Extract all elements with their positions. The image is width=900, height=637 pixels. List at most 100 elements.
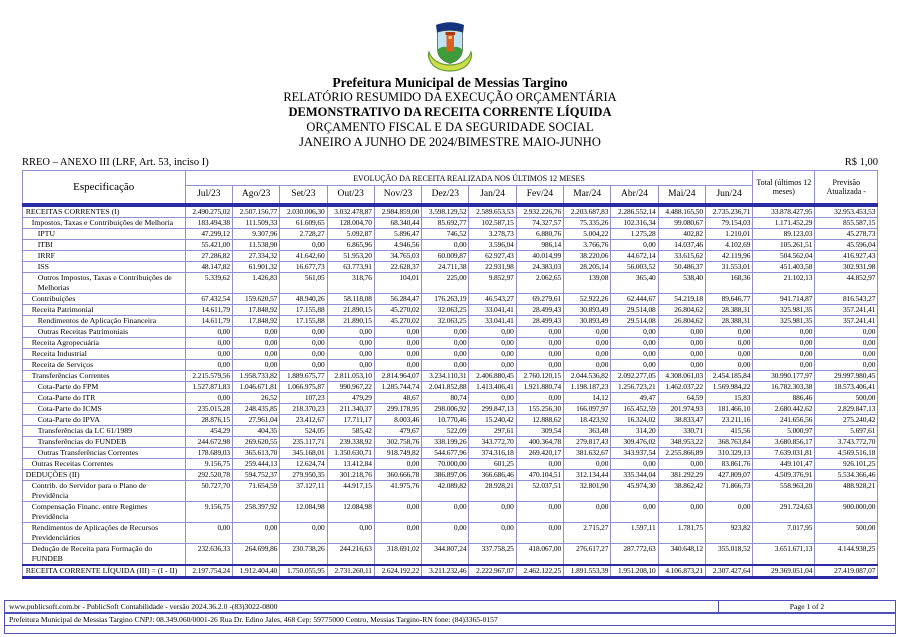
cell-value: 37.127,11 bbox=[279, 479, 328, 502]
cell-value: 0,00 bbox=[279, 358, 328, 371]
cell-value: 23.412,67 bbox=[279, 413, 328, 426]
cell-value: 5.004,22 bbox=[563, 227, 612, 240]
cell-value: 0,00 bbox=[184, 347, 233, 360]
cell-value: 4.308.061,03 bbox=[657, 369, 706, 382]
cell-value: 3.234.110,31 bbox=[421, 369, 470, 382]
row-label: Outras Transferências Correntes bbox=[21, 446, 186, 459]
cell-value: 451.403,58 bbox=[752, 260, 816, 273]
cell-value: 301.218,76 bbox=[326, 468, 375, 481]
cell-value: 232.636,33 bbox=[184, 542, 233, 565]
cell-value: 28.388,31 bbox=[704, 314, 754, 327]
cell-value: 357.241,41 bbox=[814, 314, 879, 327]
cell-value: 1.413.406,41 bbox=[468, 380, 517, 393]
cell-value: 318,76 bbox=[326, 271, 375, 294]
cell-value: 85.692,77 bbox=[421, 216, 470, 229]
cell-value: 479,29 bbox=[326, 391, 375, 404]
cell-value: 318.691,02 bbox=[373, 542, 423, 565]
cell-value: 52.922,26 bbox=[563, 292, 612, 305]
cell-value: 488.928,21 bbox=[814, 479, 879, 502]
cell-value: 12.084,98 bbox=[326, 500, 375, 523]
cell-value: 259.444,13 bbox=[231, 457, 281, 470]
cell-value: 0,00 bbox=[373, 521, 423, 544]
cell-value: 5.697,61 bbox=[814, 424, 879, 437]
cell-value: 47.299,12 bbox=[184, 227, 233, 240]
cell-value: 355.018,52 bbox=[704, 542, 754, 565]
cell-value: 338.199,26 bbox=[421, 435, 470, 448]
cell-value: 23.211,16 bbox=[704, 413, 754, 426]
cell-value: 374.316,18 bbox=[468, 446, 517, 459]
row-label: IRRF bbox=[21, 249, 186, 262]
cell-value: 2.197.754,24 bbox=[184, 563, 233, 579]
cell-value: 1.891.553,39 bbox=[563, 563, 612, 579]
cell-value: 29.997.980,45 bbox=[814, 369, 879, 382]
cell-value: 0,00 bbox=[421, 347, 470, 360]
row-label: Receita Industrial bbox=[21, 347, 186, 360]
cell-value: 3.766,76 bbox=[563, 238, 612, 251]
cell-value: 449.101,47 bbox=[752, 457, 816, 470]
cell-value: 365,40 bbox=[610, 271, 659, 294]
report-title-3: ORÇAMENTO FISCAL E DA SEGURIDADE SOCIAL bbox=[306, 120, 594, 134]
cell-value: 0,00 bbox=[610, 336, 659, 349]
table-row: ISS 48.147,82 61.901,32 16.677,73 63.773,91 2… bbox=[21, 260, 879, 273]
table-row: Cota-Parte do ITR 0,00 26,52 107,23 479,29 48… bbox=[21, 391, 879, 404]
cell-value: 3.743.772,70 bbox=[814, 435, 879, 448]
annex-line: RREO – ANEXO III (LRF, Art. 53, inciso I… bbox=[22, 157, 878, 168]
cell-value: 27.286,82 bbox=[184, 249, 233, 262]
cell-value: 2.222.967,07 bbox=[468, 563, 517, 579]
cell-value: 2.715,27 bbox=[563, 521, 612, 544]
cell-value: 855.587,15 bbox=[814, 216, 879, 229]
cell-value: 2.589.653,53 bbox=[468, 202, 517, 218]
column-header-evolution: EVOLUÇÃO DA RECEITA REALIZADA NOS ÚLTIMO… bbox=[184, 170, 754, 186]
cell-value: 0,00 bbox=[231, 336, 281, 349]
cell-value: 13.412,84 bbox=[326, 457, 375, 470]
report-period: JANEIRO A JUNHO DE 2024/BIMESTRE MAIO-JU… bbox=[299, 135, 601, 149]
cell-value: 312.134,44 bbox=[563, 468, 612, 481]
cell-value: 0,00 bbox=[563, 358, 612, 371]
cell-value: 524,05 bbox=[279, 424, 328, 437]
cell-value: 0,00 bbox=[563, 347, 612, 360]
cell-value: 45.270,02 bbox=[373, 314, 423, 327]
cell-value: 38.833,47 bbox=[657, 413, 706, 426]
cell-value: 2.454.185,84 bbox=[704, 369, 754, 382]
cell-value: 923,82 bbox=[704, 521, 754, 544]
cell-value: 1.046.671,81 bbox=[231, 380, 281, 393]
cell-value: 601,25 bbox=[468, 457, 517, 470]
column-header-especificacao: Especificação bbox=[21, 170, 186, 205]
cell-value: 0,00 bbox=[752, 325, 816, 338]
cell-value: 0,00 bbox=[326, 358, 375, 371]
cell-value: 69.279,61 bbox=[515, 292, 565, 305]
cell-value: 79.154,03 bbox=[704, 216, 754, 229]
cell-value: 5.896,47 bbox=[373, 227, 423, 240]
cell-value: 50.727,70 bbox=[184, 479, 233, 502]
cell-value: 0,00 bbox=[468, 325, 517, 338]
cell-value: 2.092.277,05 bbox=[610, 369, 659, 382]
cell-value: 2.215.579,56 bbox=[184, 369, 233, 382]
table-row: Transferências do FUNDEB 244.672,98 269.62… bbox=[21, 435, 879, 448]
cell-value: 64,59 bbox=[657, 391, 706, 404]
cell-value: 0,00 bbox=[814, 325, 879, 338]
cell-value: 42.089,82 bbox=[421, 479, 470, 502]
cell-value: 0,00 bbox=[752, 336, 816, 349]
cell-value: 30.990.177,97 bbox=[752, 369, 816, 382]
cell-value: 5.339,62 bbox=[184, 271, 233, 294]
cell-value: 16.782.303,38 bbox=[752, 380, 816, 393]
cell-value: 2.286.552,14 bbox=[610, 202, 659, 218]
cell-value: 0,00 bbox=[563, 336, 612, 349]
cell-value: 26.804,62 bbox=[657, 314, 706, 327]
cell-value: 54.219,18 bbox=[657, 292, 706, 305]
row-label: Contribuições bbox=[21, 292, 186, 305]
cell-value: 18.423,92 bbox=[563, 413, 612, 426]
cell-value: 21.890,15 bbox=[326, 303, 375, 316]
cell-value: 0,00 bbox=[231, 358, 281, 371]
cell-value: 32.953.453,53 bbox=[814, 202, 879, 218]
cell-value: 3.211.232,46 bbox=[421, 563, 470, 579]
row-label: Cota-Parte do FPM bbox=[21, 380, 186, 393]
cell-value: 2.932.226,76 bbox=[515, 202, 565, 218]
cell-value: 0,00 bbox=[657, 347, 706, 360]
row-label: Receita Patrimonial bbox=[21, 303, 186, 316]
cell-value: 24.711,38 bbox=[421, 260, 470, 273]
cell-value: 0,00 bbox=[657, 457, 706, 470]
cell-value: 1.275,28 bbox=[610, 227, 659, 240]
table-row: Outros Impostos, Taxas e Contribuições d… bbox=[21, 271, 879, 294]
cell-value: 381.632,67 bbox=[563, 446, 612, 459]
